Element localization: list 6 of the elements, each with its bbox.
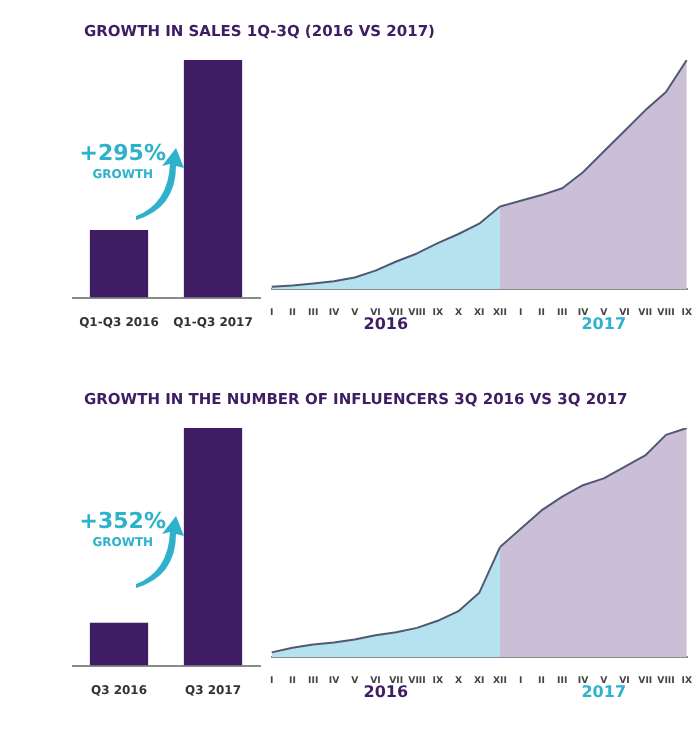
text: 2017 [581,314,627,333]
text: 2016 [363,314,409,333]
annotation: +295% [79,139,166,166]
text: 2016 [363,682,409,701]
annotation: +352% [79,507,166,534]
text: 2017 [581,682,627,701]
